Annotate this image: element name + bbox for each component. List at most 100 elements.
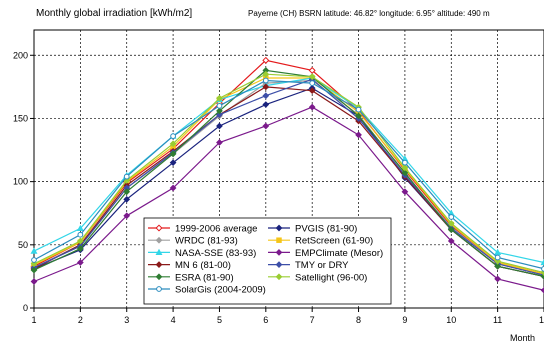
series-line	[33, 106, 544, 291]
data-point	[448, 214, 455, 220]
data-point	[216, 102, 223, 109]
x-tick-label: 2	[78, 315, 83, 325]
legend-item: PVGIS (81-90)	[268, 224, 357, 235]
series-group	[30, 56, 544, 294]
data-point	[155, 248, 163, 256]
data-point	[155, 273, 163, 281]
data-point	[308, 103, 316, 111]
legend-item: NASA-SSE (83-93)	[148, 248, 256, 259]
series-line	[33, 73, 544, 274]
data-point	[76, 224, 84, 232]
data-point	[447, 237, 455, 245]
legend-label: TMY or DRY	[295, 260, 349, 271]
data-point	[262, 92, 270, 100]
data-point	[169, 150, 177, 158]
data-point	[155, 236, 163, 244]
series-line	[33, 78, 544, 276]
legend-item: 1999-2006 average	[148, 224, 257, 235]
data-point	[308, 87, 316, 95]
legend-label: 1999-2006 average	[175, 224, 257, 235]
data-point	[309, 80, 316, 86]
legend-item: MN 6 (81-00)	[148, 260, 231, 271]
data-point	[262, 70, 270, 78]
data-point	[76, 237, 84, 245]
legend-label: MN 6 (81-00)	[175, 260, 231, 271]
data-point	[216, 107, 223, 115]
legend-label: NASA-SSE (83-93)	[175, 248, 256, 259]
legend-item: EMPClimate (Mesor)	[268, 248, 383, 259]
data-point	[123, 173, 130, 180]
legend-label: Satellight (96-00)	[295, 272, 367, 283]
data-point	[30, 266, 38, 274]
data-point	[275, 249, 283, 256]
data-point	[262, 83, 270, 91]
axes: 050100150200123456789101112Month	[13, 29, 544, 342]
data-point	[401, 188, 409, 196]
chart-title: Monthly global irradiation [kWh/m2]	[36, 8, 193, 19]
data-point	[155, 224, 163, 232]
station-info: Payerne (CH) BSRN latitude: 46.82° longi…	[248, 9, 490, 18]
data-point	[169, 184, 177, 192]
data-point	[76, 259, 84, 266]
data-point	[216, 122, 223, 130]
data-point	[169, 140, 177, 148]
x-tick-label: 8	[356, 315, 361, 325]
data-point	[540, 286, 544, 294]
data-point	[31, 257, 37, 263]
y-tick-label: 50	[18, 240, 28, 250]
data-point	[155, 261, 163, 268]
data-point	[170, 133, 176, 140]
legend-label: EMPClimate (Mesor)	[295, 248, 383, 259]
data-point	[123, 195, 131, 203]
data-point	[402, 159, 408, 166]
legend-label: RetScreen (61-90)	[295, 236, 373, 247]
plot-frame	[33, 29, 544, 309]
legend-box	[143, 217, 392, 305]
data-point	[77, 231, 84, 238]
data-point	[169, 159, 177, 167]
legend-label: PVGIS (81-90)	[295, 224, 357, 235]
data-point	[76, 245, 84, 252]
legend-label: ESRA (81-90)	[175, 272, 234, 283]
data-point	[216, 111, 223, 119]
data-point	[355, 106, 362, 113]
data-point	[156, 286, 162, 292]
data-point	[30, 247, 38, 254]
data-point	[262, 56, 270, 64]
data-point	[123, 188, 131, 196]
data-point	[276, 237, 282, 243]
data-point	[494, 254, 501, 261]
legend: 1999-2006 average PVGIS (81-90) WRDC (81-9…	[143, 217, 392, 305]
data-point	[494, 262, 502, 270]
series	[30, 67, 544, 280]
data-point	[275, 224, 283, 232]
x-tick-label: 9	[402, 315, 407, 325]
data-point	[401, 169, 409, 177]
legend-label: WRDC (81-93)	[175, 236, 238, 247]
data-point	[262, 77, 269, 84]
x-tick-label: 7	[310, 315, 315, 325]
data-point	[123, 212, 131, 220]
data-point	[262, 122, 270, 130]
data-point	[447, 219, 455, 227]
series-line	[33, 69, 544, 277]
data-point	[308, 66, 316, 74]
legend-item: ESRA (81-90)	[148, 272, 234, 283]
legend-item: SolarGis (2004-2009)	[148, 285, 266, 296]
y-tick-label: 0	[23, 303, 28, 313]
data-point	[216, 139, 223, 146]
legend-item: WRDC (81-93)	[148, 236, 238, 247]
x-tick-label: 4	[171, 315, 176, 325]
x-tick-label: 3	[124, 315, 129, 325]
data-point	[494, 257, 502, 265]
x-tick-label: 10	[446, 315, 456, 325]
y-tick-label: 150	[13, 113, 28, 123]
data-point	[401, 164, 409, 172]
data-point	[308, 73, 316, 81]
legend-item: Satellight (96-00)	[268, 272, 367, 283]
y-tick-label: 200	[13, 50, 28, 60]
data-point	[540, 258, 544, 266]
legend-item: RetScreen (61-90)	[268, 236, 373, 247]
series-line	[33, 77, 544, 275]
x-tick-label: 5	[217, 315, 222, 325]
